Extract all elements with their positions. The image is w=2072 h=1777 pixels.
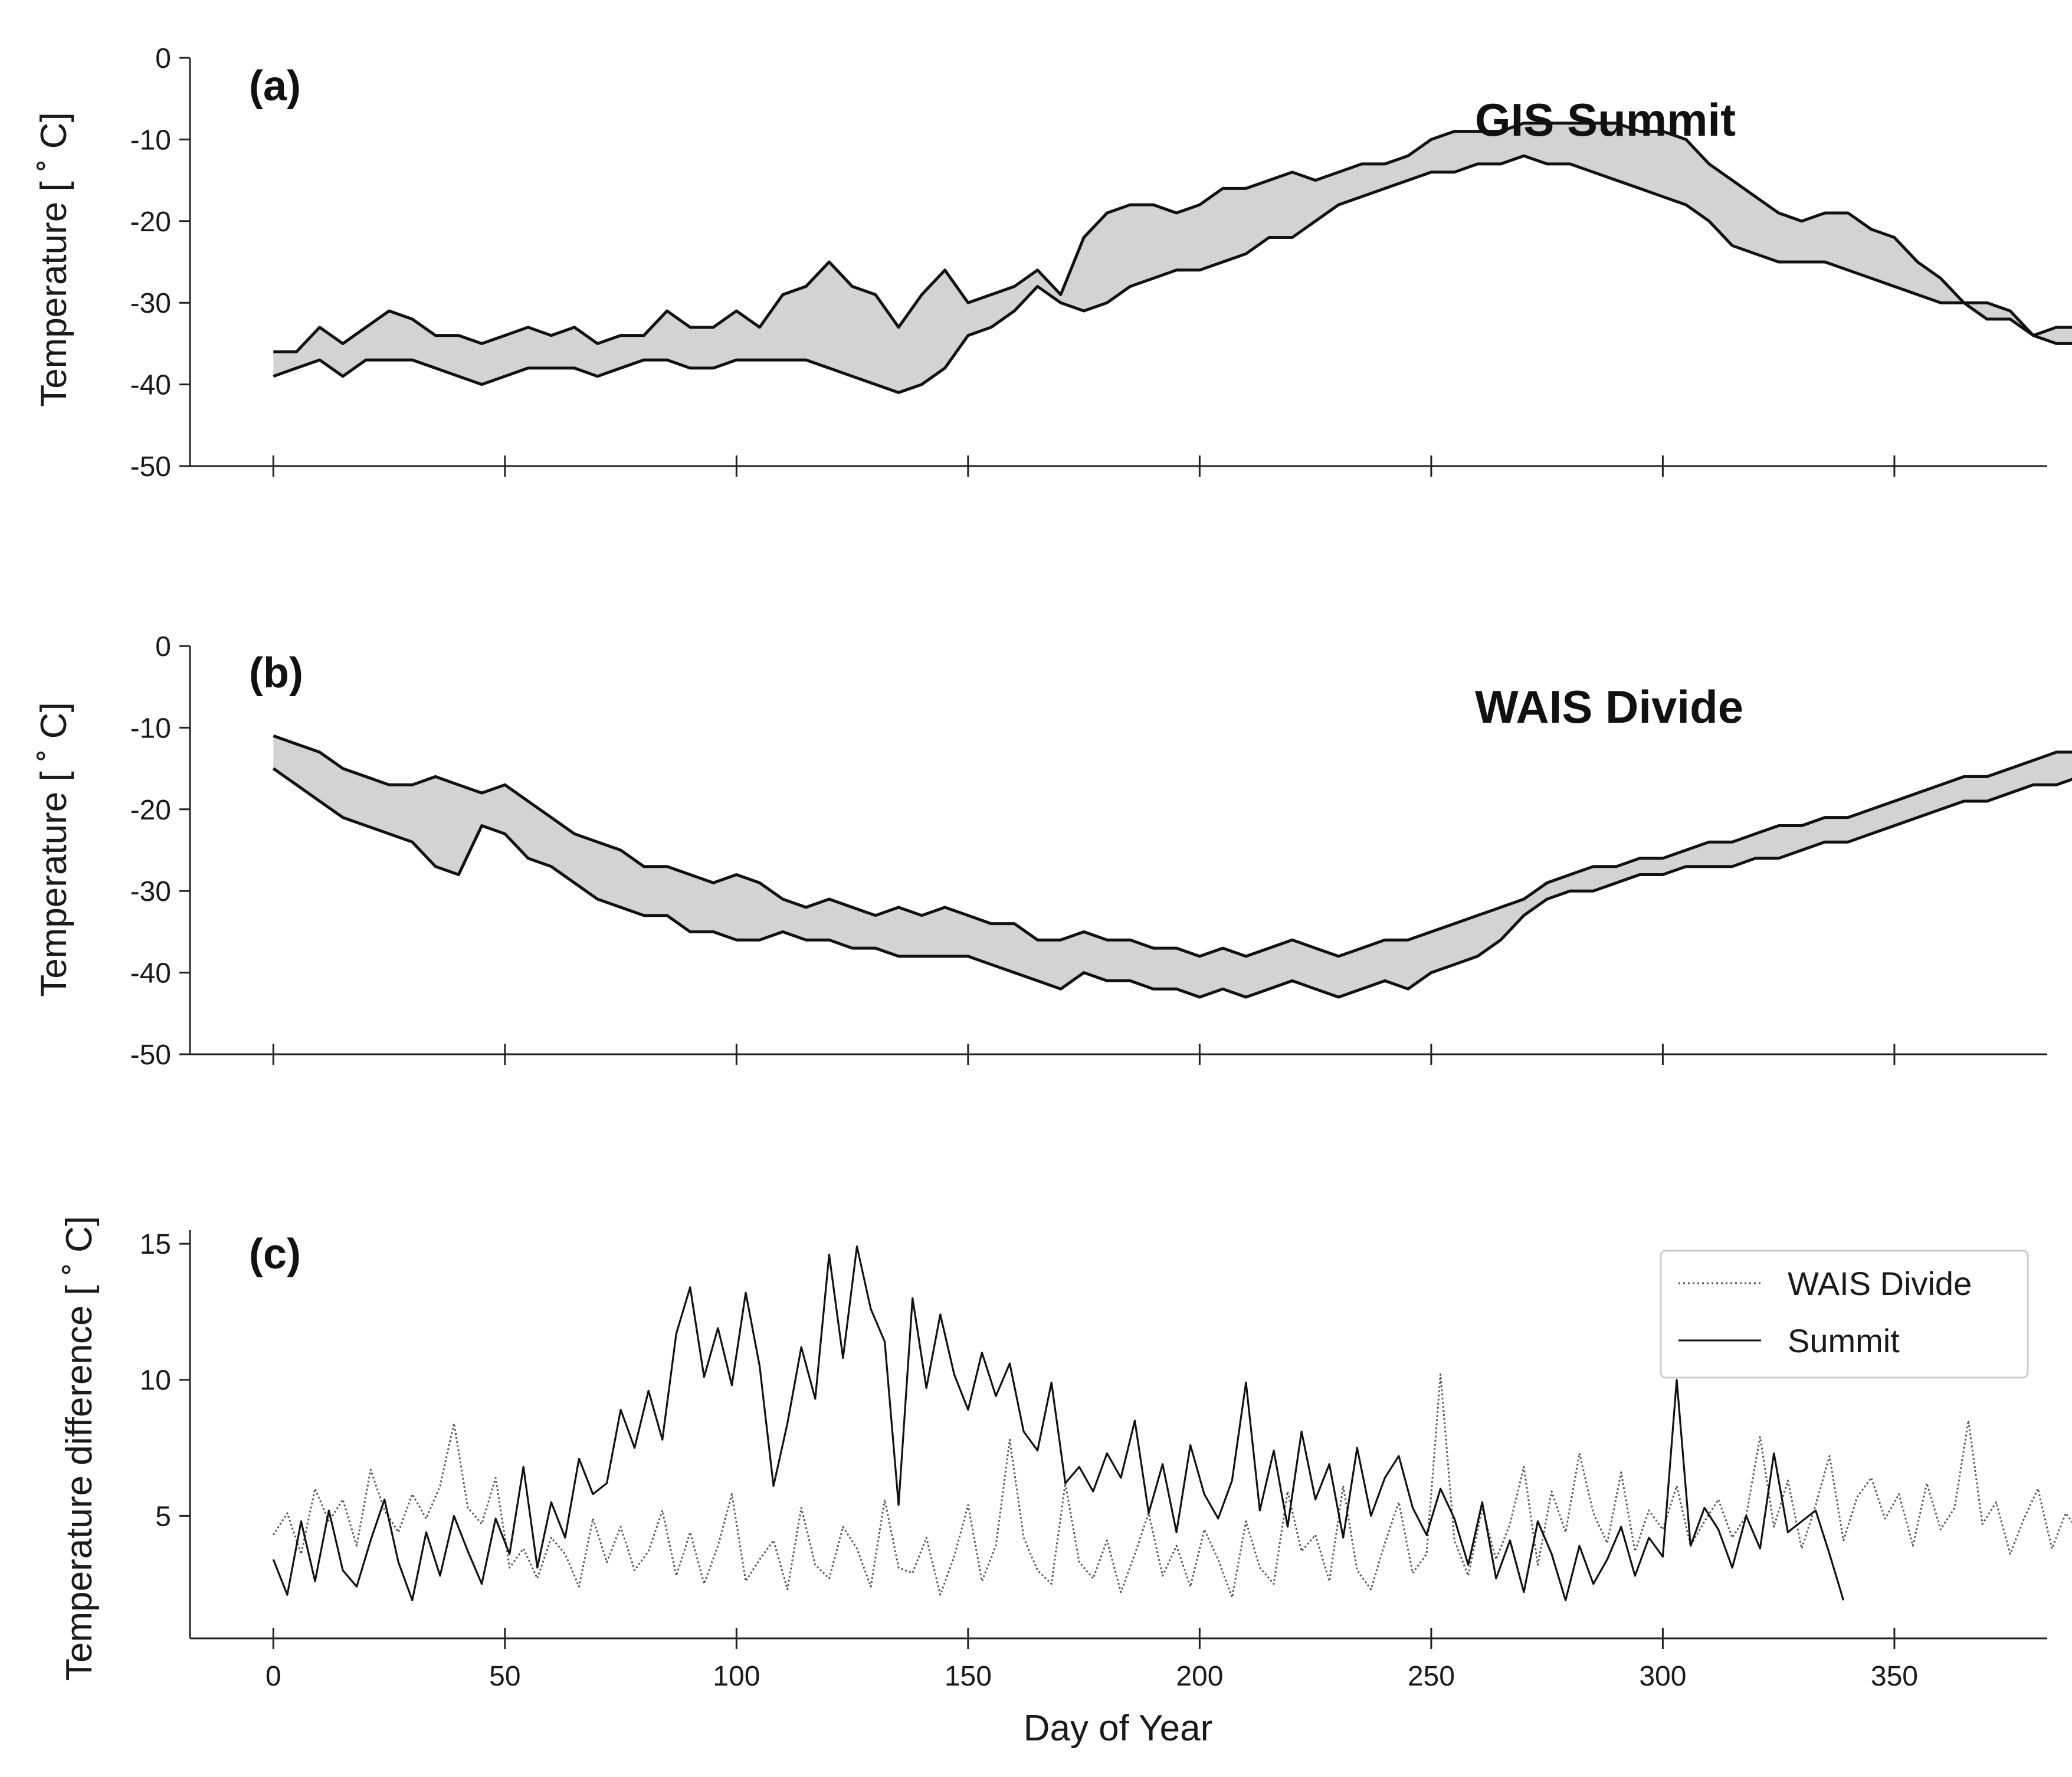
x-tick-label: 300 (1639, 1661, 1686, 1692)
x-tick-label: 350 (1871, 1661, 1918, 1692)
panel-a-y-tick-label: -20 (130, 206, 171, 238)
x-tick-label: 150 (945, 1661, 992, 1692)
panel-a-y-tick-label: -10 (130, 124, 171, 156)
panel-b-y-tick-label: -30 (130, 876, 171, 907)
panel-a: 0 -10 -20 -30 -40 -50 (a) GIS Summit Temperat… (34, 43, 2072, 483)
panel-c-axes (189, 1230, 2047, 1640)
legend-label-wais: WAIS Divide (1788, 1265, 1972, 1302)
panel-b-y-ticks: 0 -10 -20 -30 -40 -50 (130, 631, 190, 1071)
panel-c-lines (272, 1245, 2072, 1601)
wais-divide-line (273, 1373, 2072, 1599)
panel-a-y-ticks: 0 -10 -20 -30 -40 -50 (130, 43, 190, 483)
panel-b-y-label: Temperature [ ˚ C] (34, 702, 74, 997)
panel-b: 0 -10 -20 -30 -40 -50 (b) WAIS Divide Tempera… (34, 631, 2072, 1071)
panel-b-x-ticks (272, 1044, 1896, 1065)
panel-a-band (273, 122, 2072, 394)
panel-a-lower-line (273, 154, 2072, 394)
panel-a-y-label: Temperature [ ˚ C] (34, 112, 74, 407)
panel-a-band-fill (273, 123, 2072, 393)
panel-a-y-tick-label: -50 (130, 451, 171, 483)
panel-a-y-tick-label: -30 (130, 288, 171, 319)
x-tick-label: 250 (1408, 1661, 1455, 1692)
x-tick-label: 200 (1176, 1661, 1223, 1692)
panel-b-y-tick-label: -10 (130, 713, 171, 744)
panel-b-title: WAIS Divide (1475, 681, 1743, 733)
x-tick-label: 50 (489, 1661, 520, 1692)
panel-c-y-tick-label: 10 (140, 1365, 171, 1396)
panel-c-x-ticks: 0 50 100 150 200 250 300 350 (265, 1628, 1918, 1692)
panel-b-band-fill (273, 736, 2072, 998)
panel-a-label: (a) (249, 63, 301, 110)
panel-a-axes (189, 58, 2047, 467)
panel-b-y-tick-label: -20 (130, 795, 171, 826)
panel-c: 5 10 15 0 50 100 150 200 250 300 350 (c) Temperat… (59, 1216, 2072, 1749)
summit-line (272, 1245, 1845, 1601)
x-tick-label: 100 (713, 1661, 760, 1692)
panel-c-y-ticks: 5 10 15 (140, 1229, 190, 1532)
panel-a-x-ticks (272, 455, 1896, 477)
panel-b-y-tick-label: -50 (130, 1040, 171, 1071)
panel-b-band (272, 734, 2072, 999)
panel-b-label: (b) (249, 650, 303, 697)
panel-c-label: (c) (249, 1231, 301, 1278)
panel-a-y-tick-label: -40 (130, 370, 171, 401)
panel-c-y-label: Temperature difference [ ˚ C] (59, 1216, 100, 1681)
panel-a-y-tick-label: 0 (155, 43, 171, 74)
legend-label-summit: Summit (1788, 1322, 1900, 1359)
panel-b-y-tick-label: -40 (130, 958, 171, 989)
x-tick-label: 0 (265, 1661, 281, 1692)
panel-b-axes (189, 646, 2047, 1055)
x-axis-label: Day of Year (1024, 1708, 1213, 1749)
panel-a-upper-line (273, 122, 2072, 353)
panel-b-lower-line (272, 767, 2072, 999)
panel-c-y-tick-label: 5 (155, 1501, 171, 1532)
panel-c-y-tick-label: 15 (140, 1229, 171, 1260)
legend: WAIS Divide Summit (1660, 1250, 2029, 1379)
panel-b-y-tick-label: 0 (155, 631, 171, 663)
legend-frame (1660, 1250, 2029, 1379)
panel-b-upper-line (273, 734, 2072, 958)
panel-a-title: GIS Summit (1475, 94, 1736, 146)
